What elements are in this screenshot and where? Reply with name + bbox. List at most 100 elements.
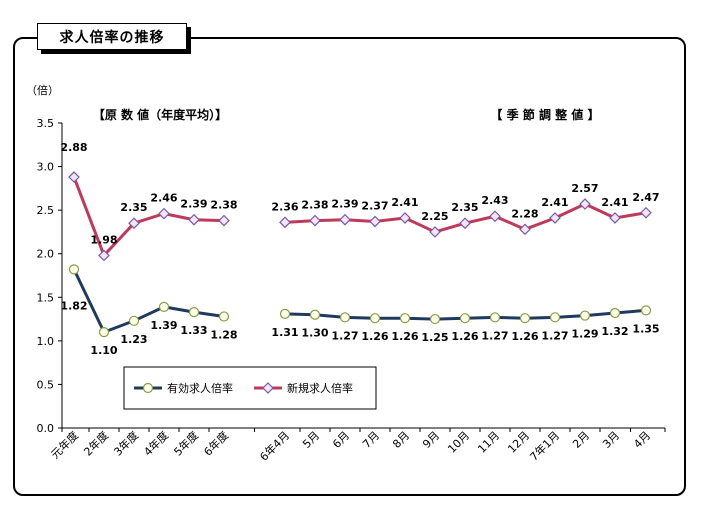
data-point-new bbox=[640, 206, 652, 219]
x-tick-label: 5年度 bbox=[171, 428, 201, 458]
y-tick-label: 1.5 bbox=[37, 291, 55, 304]
data-label-effective: 1.10 bbox=[90, 344, 117, 357]
x-tick-label: 2月 bbox=[570, 429, 592, 451]
data-point-new bbox=[399, 212, 411, 224]
data-point-effective bbox=[579, 310, 591, 321]
data-point-effective bbox=[489, 312, 501, 323]
y-tick-label: 3.0 bbox=[37, 161, 55, 174]
data-label-new: 2.57 bbox=[571, 182, 598, 195]
data-label-effective: 1.82 bbox=[60, 299, 87, 312]
x-tick-label: 4月 bbox=[631, 429, 653, 451]
x-tick-label: 8月 bbox=[390, 429, 412, 451]
data-label-new: 2.38 bbox=[210, 199, 237, 212]
x-tick-label: 6月 bbox=[330, 429, 352, 451]
y-tick-label: 2.0 bbox=[37, 248, 55, 261]
data-label-effective: 1.26 bbox=[451, 330, 478, 343]
chart-frame bbox=[13, 37, 686, 496]
data-point-new bbox=[158, 207, 170, 220]
data-point-new bbox=[339, 213, 351, 226]
data-label-new: 2.37 bbox=[361, 199, 388, 212]
data-label-effective: 1.27 bbox=[541, 329, 568, 342]
data-label-new: 2.41 bbox=[391, 196, 418, 209]
data-label-effective: 1.25 bbox=[421, 331, 448, 344]
data-point-effective bbox=[640, 305, 652, 316]
data-label-new: 2.25 bbox=[421, 210, 448, 223]
y-tick-label: 0.5 bbox=[37, 378, 55, 391]
data-point-effective bbox=[339, 312, 351, 323]
data-point-new bbox=[188, 213, 200, 226]
data-label-effective: 1.27 bbox=[331, 329, 358, 342]
x-tick-label: 2年度 bbox=[81, 428, 111, 458]
data-label-effective: 1.31 bbox=[271, 326, 298, 339]
data-label-new: 2.35 bbox=[120, 201, 147, 214]
x-tick-label: 4年度 bbox=[141, 428, 171, 458]
data-label-new: 1.98 bbox=[90, 233, 117, 246]
data-label-effective: 1.33 bbox=[180, 324, 207, 337]
data-label-new: 2.38 bbox=[301, 199, 328, 212]
data-label-new: 2.28 bbox=[511, 207, 538, 220]
data-point-new bbox=[429, 226, 441, 238]
data-label-effective: 1.32 bbox=[601, 325, 628, 338]
data-label-new: 2.39 bbox=[180, 198, 207, 211]
data-label-effective: 1.30 bbox=[301, 327, 328, 340]
data-point-effective bbox=[128, 315, 140, 326]
y-unit-label: （倍） bbox=[26, 83, 59, 97]
data-label-effective: 1.28 bbox=[210, 328, 237, 341]
data-label-new: 2.35 bbox=[451, 201, 478, 214]
x-tick-label: 9月 bbox=[420, 429, 442, 451]
data-point-new bbox=[609, 212, 621, 224]
data-label-new: 2.88 bbox=[60, 141, 87, 154]
legend-label-new: 新規求人倍率 bbox=[287, 381, 353, 395]
data-point-effective bbox=[218, 311, 230, 322]
y-tick-label: 2.5 bbox=[37, 204, 55, 217]
x-tick-label: 11月 bbox=[475, 429, 502, 456]
x-tick-label: 5月 bbox=[300, 429, 322, 451]
data-point-effective bbox=[369, 313, 381, 324]
data-point-new bbox=[459, 217, 471, 230]
data-point-effective bbox=[68, 264, 80, 275]
series-line-effective-annual bbox=[72, 268, 225, 334]
data-point-new bbox=[279, 216, 291, 229]
data-label-effective: 1.26 bbox=[511, 330, 538, 343]
x-tick-label: 12月 bbox=[505, 429, 532, 456]
data-label-effective: 1.29 bbox=[571, 328, 598, 341]
y-tick-label: 0.0 bbox=[37, 422, 55, 435]
data-point-new bbox=[218, 214, 230, 227]
data-point-new bbox=[128, 217, 140, 230]
data-point-effective bbox=[279, 308, 291, 319]
data-label-new: 2.41 bbox=[541, 196, 568, 209]
data-label-effective: 1.27 bbox=[481, 329, 508, 342]
data-label-new: 2.47 bbox=[632, 191, 659, 204]
data-point-effective bbox=[459, 313, 471, 324]
legend-marker-new bbox=[262, 382, 274, 394]
x-tick-label: 3月 bbox=[600, 429, 622, 451]
data-label-new: 2.41 bbox=[601, 196, 628, 209]
data-label-effective: 1.26 bbox=[391, 330, 418, 343]
legend-box bbox=[123, 366, 377, 410]
data-point-effective bbox=[609, 307, 621, 319]
data-point-new bbox=[519, 223, 531, 236]
data-point-new bbox=[549, 212, 561, 224]
data-point-effective bbox=[429, 313, 441, 325]
section-label-seasonal: 【 季 節 調 整 値 】 bbox=[490, 107, 599, 122]
x-tick-label: 6年度 bbox=[201, 428, 231, 458]
data-point-new bbox=[309, 214, 321, 227]
data-point-new bbox=[98, 249, 110, 262]
legend: 有効求人倍率 新規求人倍率 bbox=[123, 366, 377, 410]
data-point-effective bbox=[519, 313, 531, 324]
data-point-effective bbox=[158, 301, 170, 312]
y-tick-label: 1.0 bbox=[37, 335, 55, 348]
data-label-effective: 1.39 bbox=[150, 319, 177, 332]
x-tick-label: 7月 bbox=[360, 429, 382, 451]
x-tick-label: 10月 bbox=[445, 429, 472, 456]
legend-marker-effective bbox=[142, 382, 154, 394]
data-label-effective: 1.23 bbox=[120, 333, 147, 346]
data-label-effective: 1.35 bbox=[632, 322, 659, 335]
y-tick-label: 3.5 bbox=[37, 117, 55, 130]
data-point-new bbox=[579, 198, 591, 210]
x-tick-label: 3年度 bbox=[111, 428, 141, 458]
panel-title: 求人倍率の推移 bbox=[37, 23, 187, 50]
data-label-new: 2.46 bbox=[150, 192, 177, 205]
x-tick-label: 7年1月 bbox=[527, 428, 562, 463]
